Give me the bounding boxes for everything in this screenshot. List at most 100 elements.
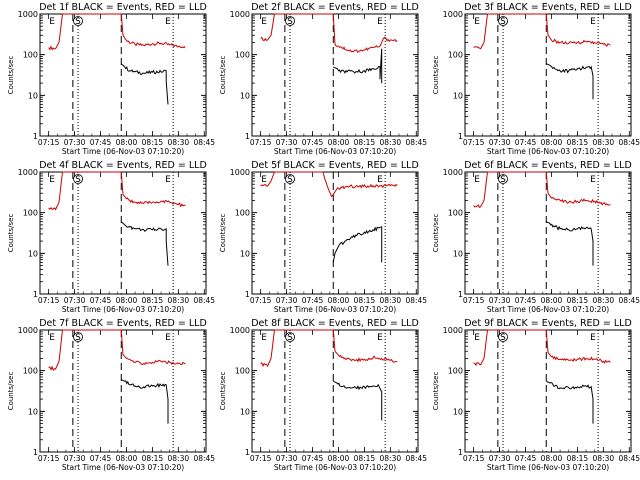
y-tick-label: 1000 <box>18 168 38 177</box>
plot-frame <box>464 329 632 453</box>
x-axis-label: Start Time (06-Nov-03 07:10:20) <box>62 305 184 314</box>
y-tick-label: 100 <box>448 51 463 60</box>
series-line-lld <box>260 329 398 368</box>
x-tick-label: 07:15 <box>463 138 485 147</box>
event-marker-label: E <box>377 17 383 27</box>
x-tick-label: 07:45 <box>302 138 324 147</box>
event-marker-label: E <box>377 175 383 185</box>
x-tick-label: 08:30 <box>593 138 615 147</box>
x-tick-label: 08:45 <box>405 454 427 463</box>
x-tick-label: 07:45 <box>515 454 537 463</box>
event-marker-label: E <box>261 17 267 27</box>
y-tick-label: 10 <box>453 91 463 100</box>
y-tick-label: 1000 <box>18 10 38 19</box>
series-line-lld <box>48 329 186 372</box>
x-tick-label: 08:00 <box>328 138 350 147</box>
y-tick-label: 1000 <box>443 326 463 335</box>
x-axis-label: Start Time (06-Nov-03 07:10:20) <box>487 463 609 472</box>
panel-title: Det 4f BLACK = Events, RED = LLD <box>39 160 207 171</box>
y-tick-label: 10 <box>240 91 250 100</box>
x-tick-label: 07:30 <box>489 296 511 305</box>
y-tick-label: 1000 <box>443 10 463 19</box>
x-tick-label: 08:45 <box>618 138 640 147</box>
y-axis-label: Counts/sec <box>7 372 15 411</box>
detector-panel: Det 5f BLACK = Events, RED = LLD 1 10 100 10… <box>219 160 427 314</box>
x-tick-label: 07:30 <box>489 454 511 463</box>
panel-title: Det 3f BLACK = Events, RED = LLD <box>464 2 632 13</box>
series-line-lld <box>473 329 611 367</box>
marker-ring <box>73 174 83 184</box>
event-marker-label: E <box>474 333 480 343</box>
x-axis-label: Start Time (06-Nov-03 07:10:20) <box>274 463 396 472</box>
event-marker-label: S <box>287 175 293 185</box>
series-line-events <box>120 221 169 266</box>
y-tick-label: 100 <box>235 51 250 60</box>
marker-ring <box>498 174 508 184</box>
y-tick-label: 10 <box>28 407 38 416</box>
series-line-lld <box>260 171 398 198</box>
event-marker-label: S <box>287 333 293 343</box>
x-tick-label: 08:00 <box>328 296 350 305</box>
x-tick-label: 07:15 <box>38 454 60 463</box>
x-tick-label: 08:15 <box>354 454 376 463</box>
series-line-lld <box>48 171 186 211</box>
x-tick-label: 08:30 <box>380 138 402 147</box>
plot-frame <box>251 329 419 453</box>
detector-panel: Det 9f BLACK = Events, RED = LLD 1 10 100 10… <box>432 318 640 472</box>
x-tick-label: 07:45 <box>302 454 324 463</box>
x-tick-label: 08:00 <box>541 296 563 305</box>
x-tick-label: 08:00 <box>116 296 138 305</box>
x-tick-label: 07:15 <box>250 454 272 463</box>
x-axis-label: Start Time (06-Nov-03 07:10:20) <box>487 305 609 314</box>
y-tick-label: 100 <box>235 209 250 218</box>
series-line-events <box>332 226 383 263</box>
event-marker-label: S <box>500 17 506 27</box>
x-tick-label: 07:15 <box>38 138 60 147</box>
x-tick-label: 08:30 <box>168 454 190 463</box>
series-line-events <box>546 63 594 100</box>
y-tick-label: 10 <box>240 407 250 416</box>
x-axis-label: Start Time (06-Nov-03 07:10:20) <box>62 147 184 156</box>
marker-ring <box>498 16 508 26</box>
x-tick-label: 08:45 <box>193 138 215 147</box>
x-tick-label: 08:15 <box>354 296 376 305</box>
event-marker-label: E <box>165 17 171 27</box>
x-tick-label: 08:15 <box>567 296 589 305</box>
panel-title: Det 6f BLACK = Events, RED = LLD <box>464 160 632 171</box>
panel-title: Det 1f BLACK = Events, RED = LLD <box>39 2 207 13</box>
event-marker-label: E <box>590 175 596 185</box>
event-marker-label: E <box>49 333 55 343</box>
event-marker-label: S <box>75 17 81 27</box>
detector-panel: Det 4f BLACK = Events, RED = LLD 1 10 100 10… <box>7 160 215 314</box>
x-tick-label: 08:45 <box>193 296 215 305</box>
x-tick-label: 07:15 <box>250 296 272 305</box>
y-tick-label: 1000 <box>230 326 250 335</box>
event-marker-label: S <box>75 175 81 185</box>
marker-ring <box>498 332 508 342</box>
series-line-events <box>333 48 383 84</box>
y-axis-label: Counts/sec <box>7 56 15 95</box>
plot-frame <box>39 13 207 137</box>
series-line-lld <box>260 13 398 54</box>
y-tick-label: 100 <box>23 51 38 60</box>
x-tick-label: 08:00 <box>116 454 138 463</box>
event-marker-label: S <box>75 333 81 343</box>
event-marker-label: E <box>165 175 171 185</box>
detector-panel: Det 1f BLACK = Events, RED = LLD 1 10 100 10… <box>7 2 215 156</box>
x-tick-label: 08:45 <box>405 138 427 147</box>
series-line-lld <box>473 13 611 50</box>
y-axis-label: Counts/sec <box>7 214 15 253</box>
y-tick-label: 1 <box>245 132 250 141</box>
event-marker-label: E <box>590 333 596 343</box>
y-tick-label: 1 <box>458 132 463 141</box>
y-tick-label: 10 <box>453 407 463 416</box>
x-tick-label: 08:15 <box>567 138 589 147</box>
x-tick-label: 07:45 <box>90 138 112 147</box>
y-tick-label: 100 <box>23 209 38 218</box>
detector-panel: Det 6f BLACK = Events, RED = LLD 1 10 100 10… <box>432 160 640 314</box>
x-tick-label: 08:30 <box>168 296 190 305</box>
y-axis-label: Counts/sec <box>432 56 440 95</box>
series-line-events <box>546 380 594 424</box>
event-marker-label: E <box>377 333 383 343</box>
marker-ring <box>285 174 295 184</box>
